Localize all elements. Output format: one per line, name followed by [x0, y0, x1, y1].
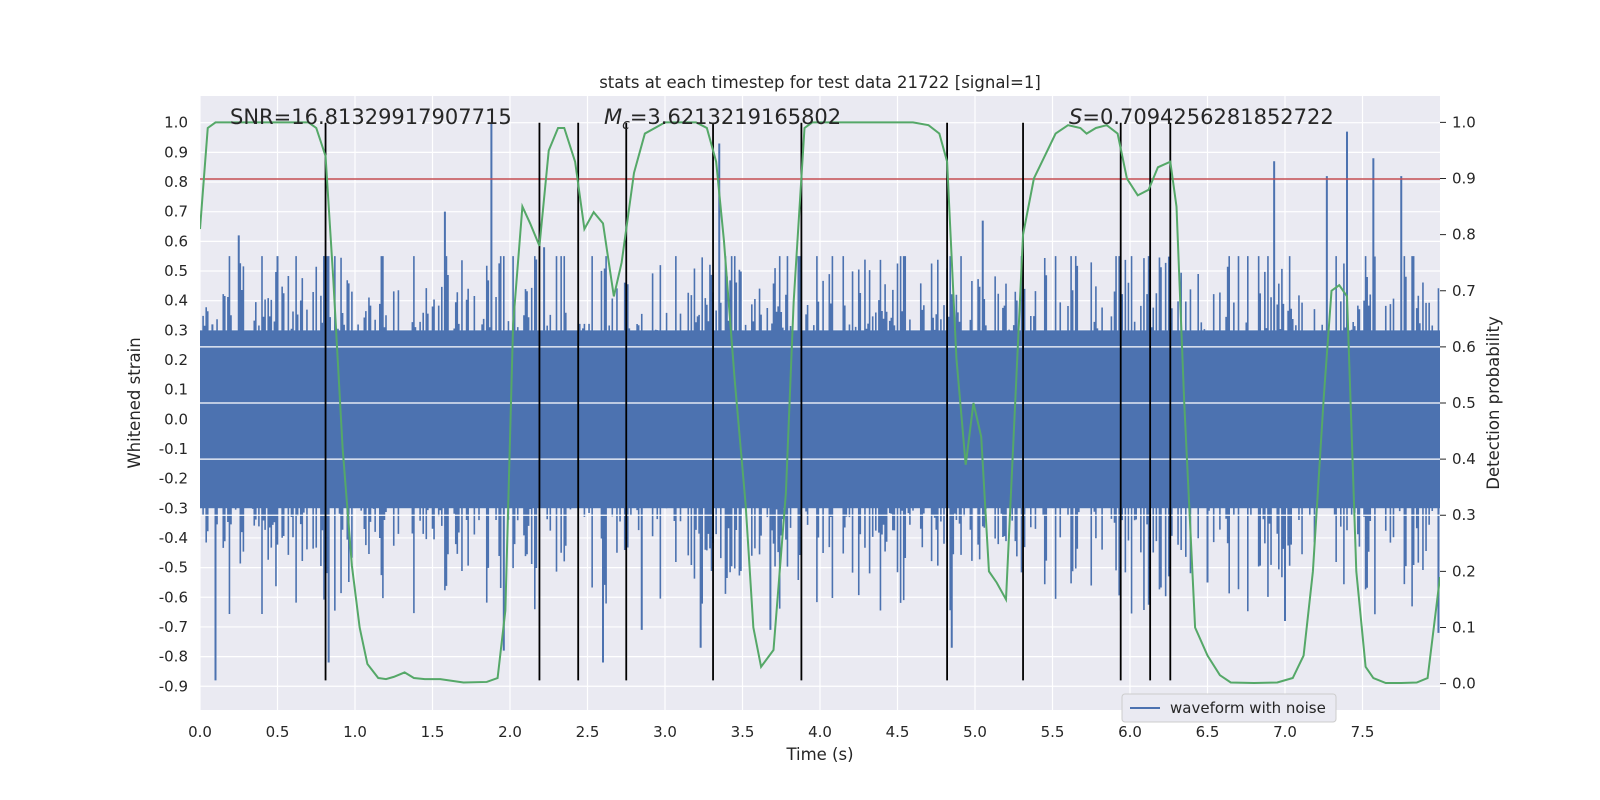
x-tick-label: 4.0	[808, 723, 832, 741]
x-tick-label: 2.0	[498, 723, 522, 741]
x-tick-label: 3.5	[731, 723, 755, 741]
event-lines	[324, 122, 1172, 681]
chirp-mass-symbol: M	[604, 105, 622, 129]
x-axis-label: Time (s)	[785, 745, 853, 764]
y-tick-label: -0.9	[159, 677, 188, 695]
legend-label: waveform with noise	[1170, 699, 1326, 717]
chirp-mass-annotation: Mc=3.6213219165802	[604, 105, 841, 133]
chart-title: stats at each timestep for test data 217…	[599, 73, 1041, 92]
y2-tick-label: 0.7	[1452, 282, 1476, 300]
y-tick-label: 1.0	[164, 114, 188, 132]
chirp-mass-subscript: c	[622, 117, 630, 133]
y2-tick-label: 0.6	[1452, 338, 1476, 356]
x-tick-label: 6.0	[1118, 723, 1142, 741]
y2-tick-label: 0.9	[1452, 170, 1476, 188]
x-axis: 0.0 0.5 1.0 1.5 2.0 2.5 3.0 3.5 4.0 4.5 5.0 5.5 6.0 6…	[188, 723, 1374, 741]
x-tick-label: 1.5	[421, 723, 445, 741]
y-axis-label: Whitened strain	[125, 337, 144, 468]
y-tick-label: -0.6	[159, 588, 188, 606]
y2-tick-label: 0.5	[1452, 394, 1476, 412]
y-tick-label: -0.5	[159, 559, 188, 577]
horizontal-lines	[200, 178, 1440, 516]
y-tick-label: 0.9	[164, 143, 188, 161]
x-tick-label: 0.5	[266, 723, 290, 741]
y-tick-label: 0.8	[164, 173, 188, 191]
snr-annotation: SNR=16.81329917907715	[230, 105, 512, 129]
waveform-series	[200, 122, 1440, 681]
y2-tick-label: 1.0	[1452, 113, 1476, 131]
y2-tick-label: 0.8	[1452, 226, 1476, 244]
y-tick-label: 0.7	[164, 203, 188, 221]
probability-line	[200, 121, 1440, 685]
y-tick-label: 0.6	[164, 232, 188, 250]
y-tick-label: -0.3	[159, 499, 188, 517]
x-tick-label: 7.5	[1351, 723, 1375, 741]
y-axis-left: 1.0 0.9 0.8 0.7 0.6 0.5 0.4 0.3 0.2 0.1 0.0 -0.1 -0.…	[159, 114, 188, 696]
y2-tick-label: 0.0	[1452, 675, 1476, 693]
x-tick-label: 4.5	[886, 723, 910, 741]
x-tick-label: 5.5	[1041, 723, 1065, 741]
x-tick-label: 5.0	[963, 723, 987, 741]
y-tick-label: -0.1	[159, 440, 188, 458]
y-tick-label: 0.4	[164, 292, 188, 310]
waveform-core	[200, 330, 1440, 509]
x-tick-label: 6.5	[1196, 723, 1220, 741]
y-tick-label: 0.2	[164, 351, 188, 369]
y-axis-right: 1.0 0.9 0.8 0.7 0.6 0.5 0.4 0.3 0.2 0.1 0.0	[1440, 113, 1476, 693]
y-tick-label: -0.7	[159, 618, 188, 636]
y2-tick-label: 0.4	[1452, 450, 1476, 468]
y2-tick-label: 0.3	[1452, 506, 1476, 524]
y2-axis-label: Detection probability	[1484, 316, 1503, 490]
x-tick-label: 1.0	[343, 723, 367, 741]
y-tick-label: -0.2	[159, 470, 188, 488]
x-tick-label: 7.0	[1273, 723, 1297, 741]
y-tick-label: -0.4	[159, 529, 188, 547]
s-symbol: S	[1069, 105, 1082, 129]
y-tick-label: 0.0	[164, 410, 188, 428]
probability-series	[200, 121, 1440, 685]
y2-tick-label: 0.1	[1452, 618, 1476, 636]
legend-box	[1121, 693, 1337, 723]
chirp-mass-value: =3.6213219165802	[630, 105, 841, 129]
legend: waveform with noise	[1121, 693, 1337, 723]
x-tick-label: 0.0	[188, 723, 212, 741]
s-value: =0.7094256281852722	[1082, 105, 1333, 129]
y2-tick-label: 0.2	[1452, 562, 1476, 580]
y-tick-label: 0.3	[164, 321, 188, 339]
y-tick-label: 0.1	[164, 381, 188, 399]
y-tick-label: 0.5	[164, 262, 188, 280]
y-tick-label: -0.8	[159, 648, 188, 666]
x-tick-label: 3.0	[653, 723, 677, 741]
s-annotation: S=0.7094256281852722	[1069, 105, 1334, 129]
x-tick-label: 2.5	[576, 723, 600, 741]
